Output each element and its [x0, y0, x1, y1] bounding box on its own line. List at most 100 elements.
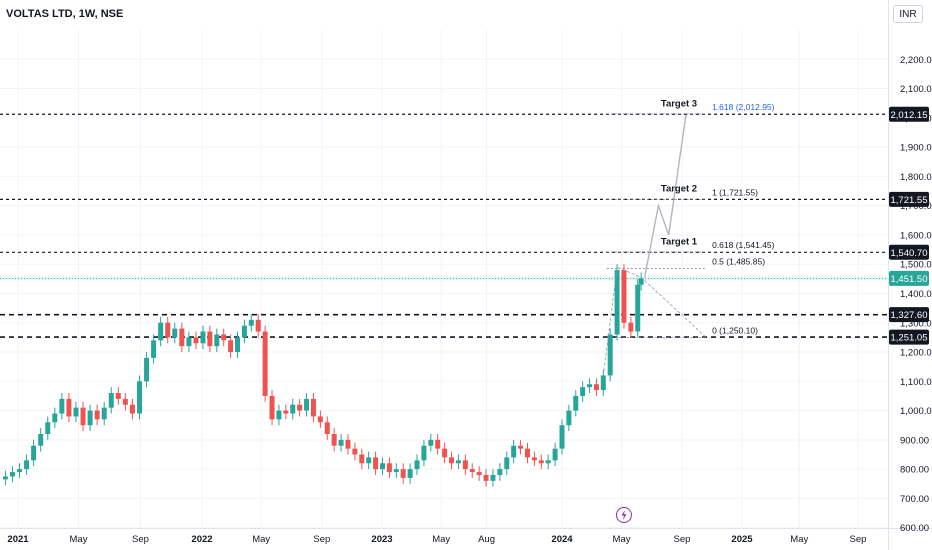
- candle-body: [393, 469, 399, 473]
- projection-path: [643, 114, 687, 278]
- candle-body: [269, 395, 275, 420]
- lightning-bolt: [621, 510, 627, 520]
- candle-body: [638, 278, 644, 285]
- candle-body: [101, 407, 107, 420]
- price-tag: [889, 307, 929, 323]
- price-tick-label: 1,400.00: [900, 289, 932, 300]
- candle-body: [373, 457, 379, 470]
- currency-button[interactable]: INR: [893, 5, 923, 23]
- candle-body: [587, 384, 593, 388]
- candle-body: [359, 454, 365, 464]
- candle-body: [593, 384, 599, 391]
- candle-body: [52, 413, 58, 423]
- candle-body: [45, 422, 51, 434]
- candle-body: [428, 439, 434, 446]
- time-tick-label: Sep: [850, 534, 867, 545]
- candle-body: [283, 410, 289, 414]
- candle-body: [524, 448, 530, 458]
- candle-body: [24, 460, 30, 470]
- price-tick-label: 2,200.00: [900, 55, 932, 66]
- price-tick-label: 1,900.00: [900, 143, 932, 154]
- last-price-tag-label: 1,451.50: [891, 274, 928, 285]
- time-tick-label: May: [252, 534, 270, 545]
- candle-body: [186, 337, 192, 347]
- candle-body: [421, 445, 427, 461]
- candle-body: [144, 357, 150, 382]
- candle-body: [228, 340, 234, 353]
- candle-body: [129, 404, 135, 414]
- time-tick-label: May: [70, 534, 88, 545]
- target-label: Target 1: [661, 236, 698, 247]
- candle-body: [552, 448, 558, 461]
- time-tick-label: Aug: [478, 534, 495, 545]
- candle-body: [59, 398, 65, 414]
- candle-body: [221, 334, 227, 341]
- price-tag-label: 1,327.60: [891, 310, 928, 321]
- candle-body: [621, 270, 627, 323]
- target-label: Target 3: [661, 98, 697, 109]
- price-tick-label: 1,600.00: [900, 230, 932, 241]
- time-tick-label: 2023: [371, 534, 392, 545]
- candle-body: [17, 469, 23, 473]
- price-tick-label: 900.00: [900, 435, 929, 446]
- candle-body: [628, 322, 634, 332]
- time-tick-label: 2021: [7, 534, 29, 545]
- candle-body: [559, 425, 565, 449]
- candles: [2, 264, 644, 487]
- candle-body: [435, 439, 441, 449]
- price-tick-label: 1,800.00: [900, 172, 932, 183]
- time-tick-label: May: [613, 534, 631, 545]
- candle-body: [483, 474, 489, 481]
- candle-body: [122, 398, 128, 405]
- candle-body: [538, 460, 544, 464]
- candle-body: [304, 398, 310, 411]
- candle-body: [331, 434, 337, 446]
- candle-body: [179, 328, 185, 347]
- candle-body: [290, 404, 296, 414]
- candle-body: [338, 439, 344, 446]
- price-tag-label: 1,251.05: [891, 333, 928, 344]
- candle-body: [614, 270, 620, 335]
- candle-body: [87, 410, 93, 426]
- candle-body: [407, 469, 413, 478]
- price-tick-label: 2,100.00: [900, 84, 932, 95]
- time-tick-label: 2025: [731, 534, 753, 545]
- candle-body: [200, 331, 206, 344]
- price-tag: [889, 191, 929, 207]
- swing-path: [602, 266, 707, 376]
- candle-body: [476, 472, 482, 475]
- candle-body: [165, 322, 171, 338]
- candle-body: [207, 331, 213, 347]
- price-tag-label: 1,721.55: [891, 195, 928, 206]
- candle-body: [462, 460, 468, 470]
- candle-body: [345, 439, 351, 449]
- candle-body: [600, 375, 606, 391]
- time-tick-label: Sep: [313, 534, 330, 545]
- candle-body: [449, 457, 455, 464]
- candle-body: [414, 460, 420, 470]
- candle-body: [352, 448, 358, 455]
- candle-body: [136, 381, 142, 414]
- candle-body: [241, 325, 247, 338]
- candle-body: [310, 398, 316, 417]
- price-tick-label: 1,500.00: [900, 260, 932, 271]
- target-label: Target 2: [661, 183, 697, 194]
- price-tick-label: 600.00: [900, 523, 929, 534]
- fib-level-label: 1.618 (2,012.95): [712, 102, 775, 112]
- price-tick-label: 1,000.00: [900, 406, 932, 417]
- candle-body: [73, 407, 79, 417]
- candle-body: [386, 463, 392, 473]
- price-tick-label: 1,100.00: [900, 377, 932, 388]
- candle-body: [235, 337, 241, 353]
- candle-body: [518, 445, 524, 449]
- candle-body: [262, 331, 268, 396]
- candle-body: [172, 328, 178, 338]
- candle-body: [9, 472, 15, 477]
- candle-body: [400, 469, 406, 478]
- candle-body: [566, 410, 572, 426]
- candle-body: [317, 416, 323, 423]
- candle-body: [442, 448, 448, 458]
- time-tick-label: 2022: [191, 534, 212, 545]
- candle-body: [324, 422, 330, 434]
